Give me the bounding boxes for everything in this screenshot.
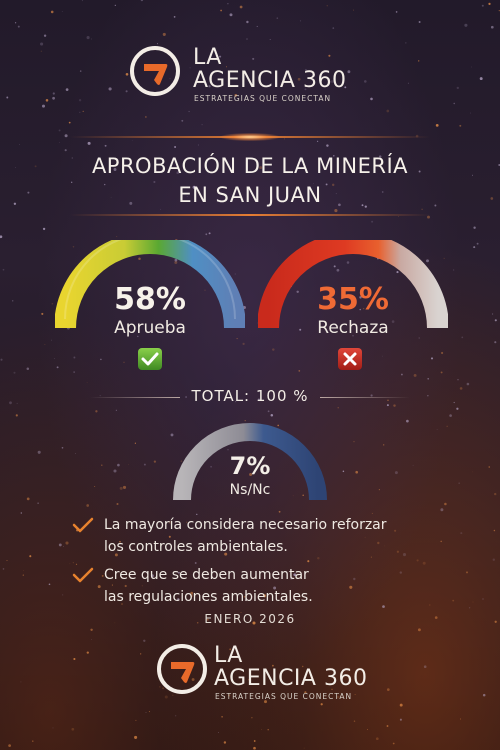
title-bottom-divider <box>70 214 430 216</box>
nsnc-percent: 7% <box>229 452 271 480</box>
reject-gauge-arc <box>257 232 449 329</box>
agency-logo-icon <box>130 46 180 96</box>
survey-date: ENERO 2026 <box>204 612 296 626</box>
page-title-line2: EN SAN JUAN <box>178 183 322 207</box>
approve-label: Aprueba <box>114 318 186 338</box>
reject-label: Rechaza <box>317 318 389 338</box>
total-left-line <box>90 397 180 398</box>
approve-check-icon <box>138 348 162 370</box>
reject-percent: 35% <box>317 282 389 317</box>
check-icon <box>72 517 94 533</box>
page-title-line1: APROBACIÓN DE LA MINERÍA <box>91 154 409 178</box>
brand-tagline: ESTRATEGIAS QUE CONECTAN <box>194 94 332 103</box>
reject-gauge: 35% Rechaza <box>257 232 449 340</box>
bullet-1-line2: los controles ambientales. <box>104 539 288 555</box>
footer-brand-tagline: ESTRATEGIAS QUE CONECTAN <box>215 692 353 701</box>
bullet-2-line1: Cree que se deben aumentar <box>104 567 309 583</box>
bullet-item-2: Cree que se deben aumentar las regulacio… <box>72 564 432 610</box>
bullet-item-1: La mayoría considera necesario reforzar … <box>72 514 432 560</box>
approve-percent: 58% <box>114 282 186 317</box>
total-right-line <box>320 397 410 398</box>
bullet-1-line1: La mayoría considera necesario reforzar <box>104 517 387 533</box>
footer-brand-line1: LA <box>214 643 243 668</box>
brand-line2: AGENCIA 360 <box>193 68 347 93</box>
nsnc-gauge: 7% Ns/Nc <box>172 420 328 510</box>
brand-line1: LA <box>193 45 222 70</box>
approve-gauge: 58% Aprueba <box>54 232 246 340</box>
title-top-glow <box>220 133 280 141</box>
check-icon <box>72 567 94 583</box>
footer-brand-line2: AGENCIA 360 <box>214 666 368 691</box>
header-logo: LA AGENCIA 360 ESTRATEGIAS QUE CONECTAN <box>0 42 500 103</box>
reject-x-icon <box>338 348 362 370</box>
nsnc-label: Ns/Nc <box>229 482 271 498</box>
footer-logo: LA AGENCIA 360 ESTRATEGIAS QUE CONECTAN <box>0 640 500 701</box>
total-label: TOTAL: 100 % <box>191 387 309 405</box>
bullet-2-line2: las regulaciones ambientales. <box>104 589 313 605</box>
agency-logo-icon <box>157 644 207 694</box>
nsnc-gauge-arc <box>173 423 327 501</box>
